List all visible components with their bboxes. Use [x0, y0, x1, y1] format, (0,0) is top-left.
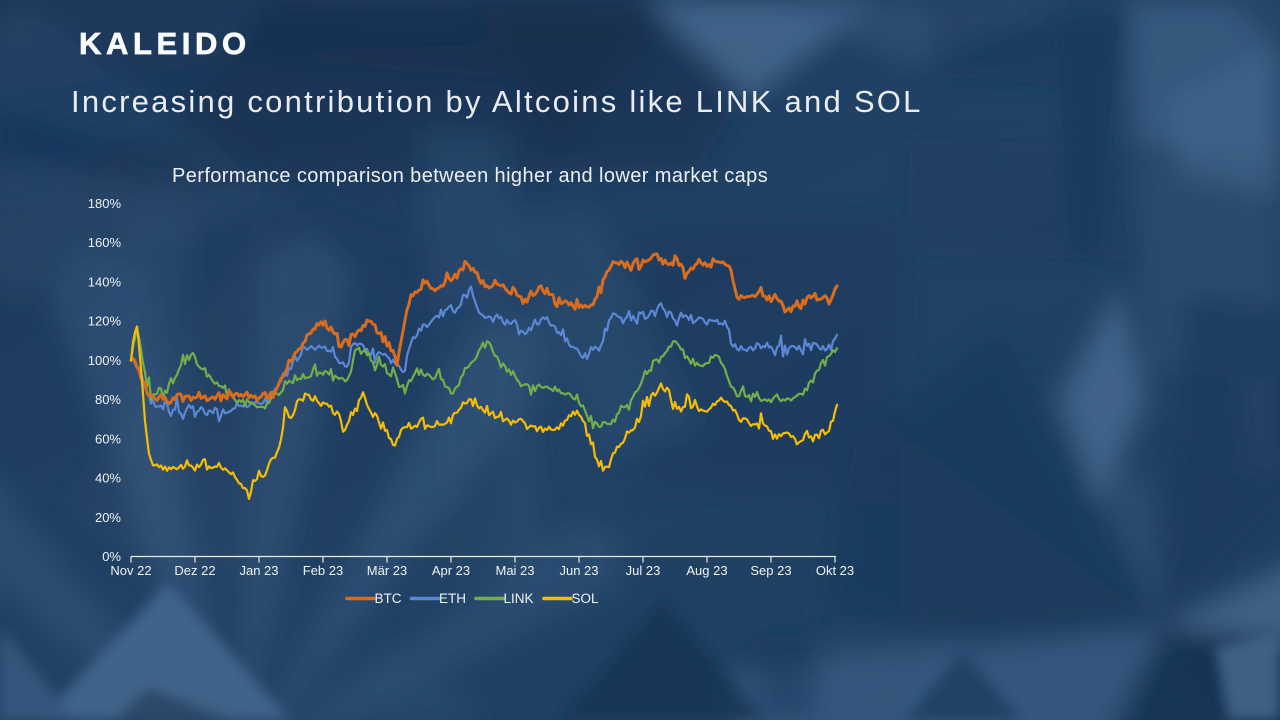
svg-text:Jan 23: Jan 23 — [239, 563, 278, 578]
svg-text:Mär 23: Mär 23 — [367, 563, 407, 578]
svg-text:60%: 60% — [95, 431, 121, 446]
svg-text:Sep 23: Sep 23 — [750, 563, 791, 578]
svg-text:20%: 20% — [95, 510, 121, 525]
svg-text:Jun 23: Jun 23 — [559, 563, 598, 578]
svg-text:Dez 22: Dez 22 — [174, 563, 215, 578]
svg-text:Nov 22: Nov 22 — [110, 563, 151, 578]
svg-text:100%: 100% — [88, 353, 122, 368]
svg-text:Feb 23: Feb 23 — [303, 563, 343, 578]
svg-text:Aug 23: Aug 23 — [686, 563, 727, 578]
svg-text:LINK: LINK — [504, 591, 534, 606]
svg-text:180%: 180% — [88, 196, 122, 211]
svg-text:SOL: SOL — [572, 591, 600, 606]
svg-text:BTC: BTC — [375, 591, 402, 606]
svg-text:Jul 23: Jul 23 — [626, 563, 661, 578]
svg-text:80%: 80% — [95, 392, 121, 407]
svg-text:Apr 23: Apr 23 — [432, 563, 470, 578]
svg-text:0%: 0% — [102, 549, 121, 564]
svg-text:140%: 140% — [88, 274, 122, 289]
svg-text:120%: 120% — [88, 314, 122, 329]
svg-text:40%: 40% — [95, 471, 121, 486]
svg-text:160%: 160% — [88, 235, 122, 250]
svg-text:Mai 23: Mai 23 — [495, 563, 534, 578]
svg-text:Okt 23: Okt 23 — [816, 563, 854, 578]
svg-text:ETH: ETH — [439, 591, 466, 606]
svg-text:Performance comparison between: Performance comparison between higher an… — [172, 165, 768, 187]
